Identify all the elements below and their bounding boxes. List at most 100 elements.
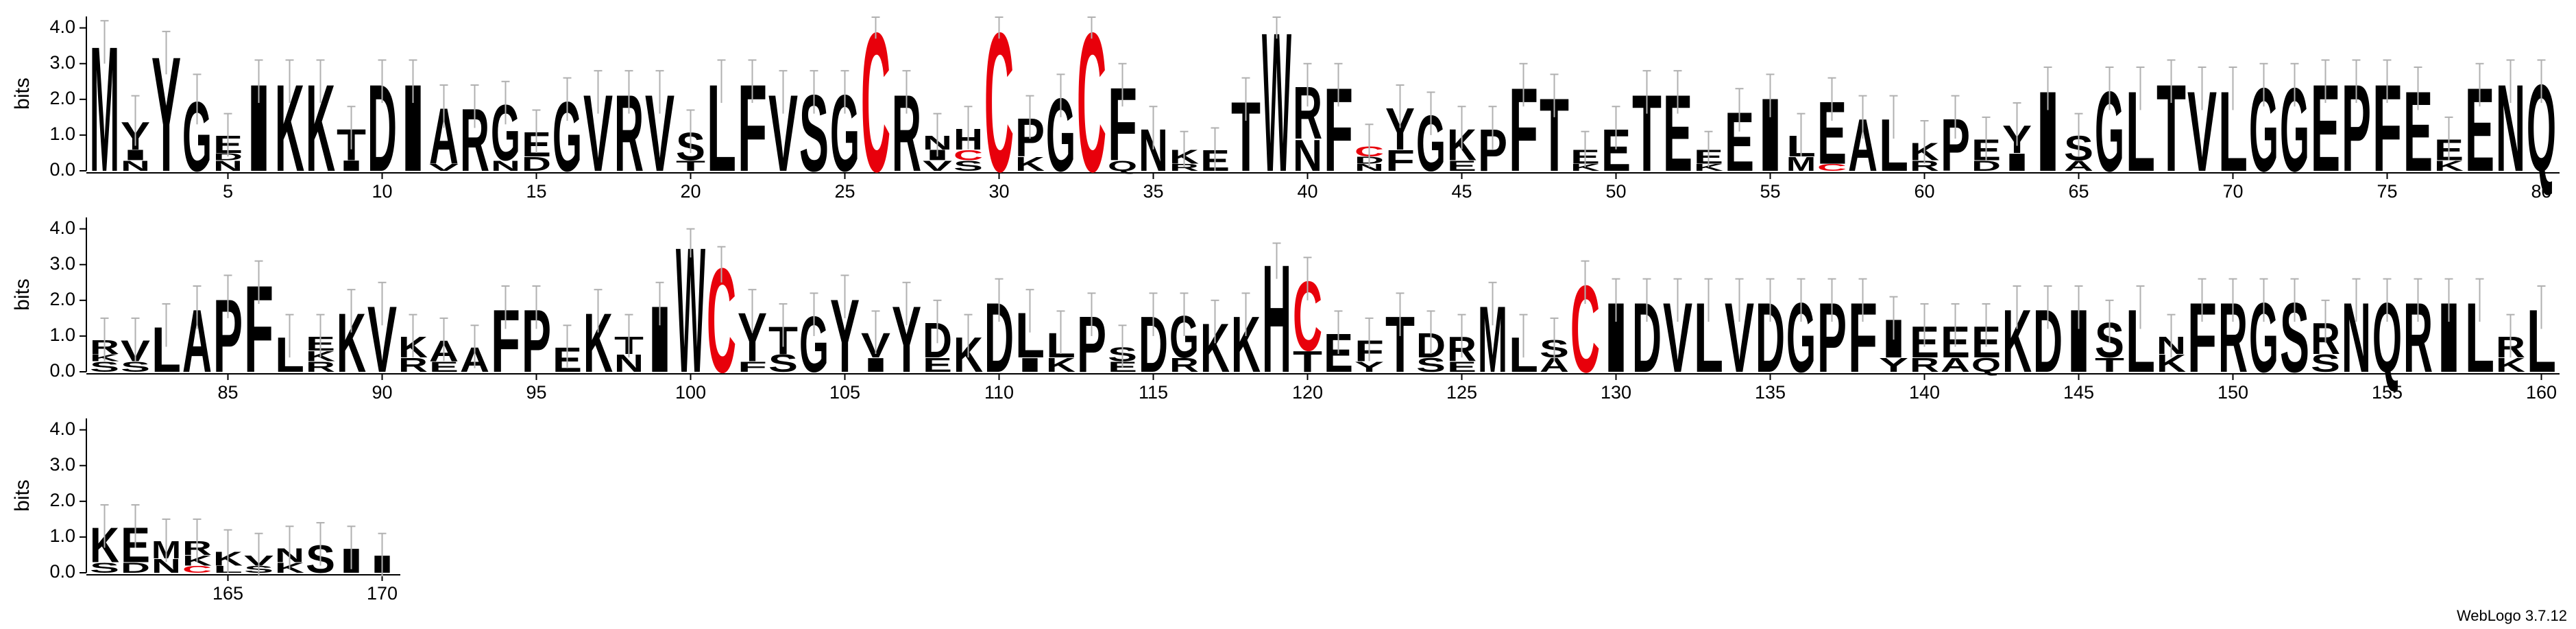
y-tick-label: 0.0 bbox=[49, 360, 75, 381]
y-tick-label: 3.0 bbox=[49, 253, 75, 274]
letter: S bbox=[90, 560, 119, 576]
letter: I bbox=[121, 147, 150, 163]
letter: N bbox=[491, 158, 520, 174]
x-tick-label: 95 bbox=[526, 382, 546, 403]
x-tick-label: 145 bbox=[2063, 382, 2094, 403]
x-tick-label: 70 bbox=[2222, 181, 2243, 202]
letter: Q bbox=[1108, 158, 1137, 174]
letter: S bbox=[768, 349, 798, 377]
x-tick-label: 50 bbox=[1605, 181, 1626, 202]
x-tick-label: 170 bbox=[367, 583, 398, 604]
x-tick-label: 100 bbox=[675, 382, 706, 403]
stack: DE bbox=[121, 518, 150, 576]
letter: F bbox=[1385, 144, 1415, 177]
letter: I bbox=[337, 158, 366, 174]
letter: C bbox=[953, 147, 983, 163]
x-tick-label: 85 bbox=[217, 382, 238, 403]
letter: D bbox=[522, 153, 551, 176]
y-tick-label: 1.0 bbox=[49, 525, 75, 546]
x-tick-label: 55 bbox=[1760, 181, 1780, 202]
y-tick-label: 4.0 bbox=[49, 418, 75, 439]
y-tick-label: 0.0 bbox=[49, 561, 75, 582]
letter: N bbox=[1354, 162, 1384, 173]
x-tick-label: 60 bbox=[1914, 181, 1934, 202]
x-tick-label: 125 bbox=[1446, 382, 1477, 403]
x-tick-label: 130 bbox=[1601, 382, 1631, 403]
x-tick-label: 110 bbox=[984, 382, 1014, 403]
letter: E bbox=[1447, 359, 1477, 375]
letter: D bbox=[213, 151, 243, 162]
y-tick-label: 4.0 bbox=[49, 217, 75, 238]
letter: A bbox=[2064, 158, 2093, 174]
letter: K bbox=[1570, 162, 1600, 173]
letter: Q bbox=[1971, 354, 2001, 377]
y-tick-label: 1.0 bbox=[49, 123, 75, 144]
x-tick-label: 35 bbox=[1143, 181, 1163, 202]
y-tick-label: 4.0 bbox=[49, 16, 75, 37]
x-tick-label: 5 bbox=[223, 181, 233, 202]
letter: V bbox=[923, 158, 952, 174]
x-tick-label: 65 bbox=[2068, 181, 2089, 202]
letter: S bbox=[953, 158, 983, 174]
letter: T bbox=[2095, 354, 2124, 377]
letter: S bbox=[1416, 354, 1446, 377]
x-tick-label: 105 bbox=[829, 382, 860, 403]
letter: K bbox=[1694, 162, 1723, 173]
x-tick-label: 150 bbox=[2217, 382, 2248, 403]
letter: T bbox=[1293, 345, 1322, 378]
x-tick-label: 165 bbox=[212, 583, 243, 604]
x-tick-label: 25 bbox=[834, 181, 855, 202]
letter: R bbox=[1169, 354, 1199, 377]
letter: K bbox=[1015, 153, 1045, 176]
letter: D bbox=[121, 560, 150, 576]
letter: R bbox=[1910, 158, 1939, 174]
letter: D bbox=[1971, 158, 2001, 174]
letter: Y bbox=[1879, 354, 1908, 377]
letter: I bbox=[2002, 148, 2032, 176]
x-tick-label: 115 bbox=[1139, 382, 1168, 403]
letter: I bbox=[1015, 354, 1045, 377]
letter: E bbox=[1447, 158, 1477, 174]
x-tick-label: 155 bbox=[2372, 382, 2403, 403]
x-tick-label: 80 bbox=[2531, 181, 2551, 202]
letter: E bbox=[923, 354, 952, 377]
letter: N bbox=[1293, 130, 1322, 180]
x-tick-label: 40 bbox=[1297, 181, 1317, 202]
y-axis-label: bits bbox=[11, 278, 34, 311]
stack: RE bbox=[1910, 318, 1939, 377]
y-tick-label: 2.0 bbox=[49, 289, 75, 309]
letter: F bbox=[738, 359, 767, 375]
letter: R bbox=[1910, 354, 1939, 377]
letter: N bbox=[121, 158, 150, 174]
letter: E bbox=[429, 359, 459, 375]
y-tick-label: 2.0 bbox=[49, 88, 75, 108]
x-tick-label: 135 bbox=[1755, 382, 1786, 403]
x-tick-label: 160 bbox=[2526, 382, 2557, 403]
letter: N bbox=[213, 158, 243, 174]
letter: K bbox=[1046, 354, 1076, 377]
stack: SCH bbox=[953, 123, 983, 174]
x-tick-label: 140 bbox=[1909, 382, 1940, 403]
x-tick-label: 120 bbox=[1292, 382, 1323, 403]
x-tick-label: 45 bbox=[1451, 181, 1472, 202]
letter: C bbox=[1817, 162, 1847, 173]
letter: S bbox=[121, 359, 150, 375]
y-axis-label: bits bbox=[11, 479, 34, 512]
y-tick-label: 2.0 bbox=[49, 490, 75, 510]
x-tick-label: 20 bbox=[680, 181, 701, 202]
y-tick-label: 1.0 bbox=[49, 324, 75, 345]
stack: RK bbox=[398, 331, 428, 376]
x-tick-label: 90 bbox=[372, 382, 392, 403]
x-tick-label: 15 bbox=[526, 181, 546, 202]
y-tick-label: 3.0 bbox=[49, 52, 75, 73]
x-tick-label: 30 bbox=[988, 181, 1009, 202]
y-tick-label: 3.0 bbox=[49, 454, 75, 475]
letter: T bbox=[676, 158, 705, 174]
letter: C bbox=[182, 564, 212, 575]
letter: K bbox=[2434, 158, 2464, 174]
footer: WebLogo 3.7.12 bbox=[2457, 607, 2567, 624]
stack: IL bbox=[1015, 299, 1045, 376]
letter: R bbox=[1169, 162, 1199, 173]
stack: ST bbox=[768, 318, 798, 377]
